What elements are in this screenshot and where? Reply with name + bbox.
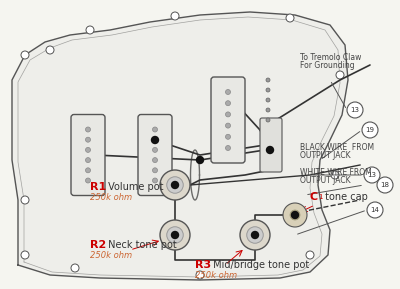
Text: C: C: [310, 192, 318, 202]
Circle shape: [21, 51, 29, 59]
Circle shape: [266, 78, 270, 82]
Circle shape: [347, 102, 363, 118]
Circle shape: [86, 127, 90, 132]
Circle shape: [152, 127, 158, 132]
FancyBboxPatch shape: [211, 77, 245, 163]
Circle shape: [364, 167, 380, 183]
Text: WHITE WIRE FROM: WHITE WIRE FROM: [300, 168, 372, 177]
Circle shape: [86, 158, 90, 163]
Circle shape: [283, 203, 307, 227]
Circle shape: [306, 251, 314, 259]
Circle shape: [377, 177, 393, 193]
Text: For Grounding: For Grounding: [300, 61, 355, 70]
Circle shape: [152, 136, 158, 144]
Circle shape: [152, 178, 158, 183]
Circle shape: [152, 168, 158, 173]
Text: Mid/bridge tone pot: Mid/bridge tone pot: [210, 260, 309, 270]
Circle shape: [71, 264, 79, 272]
Circle shape: [266, 147, 274, 153]
Circle shape: [152, 137, 158, 142]
FancyBboxPatch shape: [71, 114, 105, 195]
Text: OUTPUT JACK: OUTPUT JACK: [300, 176, 351, 185]
Circle shape: [46, 46, 54, 54]
Text: R3: R3: [195, 260, 211, 270]
Circle shape: [266, 118, 270, 122]
Circle shape: [167, 177, 183, 193]
Text: 13: 13: [368, 172, 376, 178]
Text: R1: R1: [90, 182, 106, 192]
Text: 250k ohm: 250k ohm: [90, 193, 132, 202]
Text: OUTPUT JACK: OUTPUT JACK: [300, 151, 351, 160]
Circle shape: [253, 233, 257, 237]
Circle shape: [226, 134, 230, 139]
Circle shape: [86, 137, 90, 142]
Text: 250k ohm: 250k ohm: [90, 251, 132, 260]
Text: 18: 18: [380, 182, 390, 188]
Circle shape: [266, 108, 270, 112]
FancyBboxPatch shape: [138, 114, 172, 195]
FancyBboxPatch shape: [260, 118, 282, 172]
Circle shape: [226, 145, 230, 151]
Circle shape: [173, 233, 177, 237]
Circle shape: [286, 14, 294, 22]
Circle shape: [266, 98, 270, 102]
Text: tone cap: tone cap: [322, 192, 368, 202]
Circle shape: [266, 88, 270, 92]
Circle shape: [171, 12, 179, 20]
Text: 1: 1: [318, 194, 322, 200]
Circle shape: [252, 231, 258, 238]
Circle shape: [196, 157, 204, 164]
Circle shape: [160, 220, 190, 250]
Text: Volume pot: Volume pot: [105, 182, 164, 192]
Circle shape: [160, 170, 190, 200]
Circle shape: [196, 271, 204, 279]
Circle shape: [331, 171, 339, 179]
Circle shape: [226, 123, 230, 128]
Circle shape: [290, 210, 300, 220]
Circle shape: [172, 181, 178, 188]
Circle shape: [86, 147, 90, 152]
Circle shape: [172, 231, 178, 238]
Circle shape: [247, 227, 263, 243]
Circle shape: [86, 168, 90, 173]
Text: 19: 19: [366, 127, 374, 133]
Circle shape: [167, 227, 183, 243]
Circle shape: [240, 220, 270, 250]
Circle shape: [21, 251, 29, 259]
Circle shape: [336, 71, 344, 79]
Circle shape: [21, 196, 29, 204]
Circle shape: [226, 90, 230, 95]
Text: R2: R2: [90, 240, 106, 250]
Text: 250k ohm: 250k ohm: [195, 271, 237, 280]
Circle shape: [152, 158, 158, 163]
Circle shape: [367, 202, 383, 218]
Circle shape: [86, 178, 90, 183]
Polygon shape: [12, 12, 348, 280]
Circle shape: [173, 183, 177, 187]
Circle shape: [152, 147, 158, 152]
Text: 14: 14: [370, 207, 380, 213]
Text: To Tremolo Claw: To Tremolo Claw: [300, 53, 361, 62]
Circle shape: [226, 101, 230, 106]
Circle shape: [86, 26, 94, 34]
Text: Neck tone pot: Neck tone pot: [105, 240, 177, 250]
Circle shape: [292, 212, 298, 218]
Circle shape: [226, 112, 230, 117]
Text: BLACK WIRE  FROM: BLACK WIRE FROM: [300, 143, 374, 152]
Circle shape: [362, 122, 378, 138]
Text: 13: 13: [350, 107, 360, 113]
